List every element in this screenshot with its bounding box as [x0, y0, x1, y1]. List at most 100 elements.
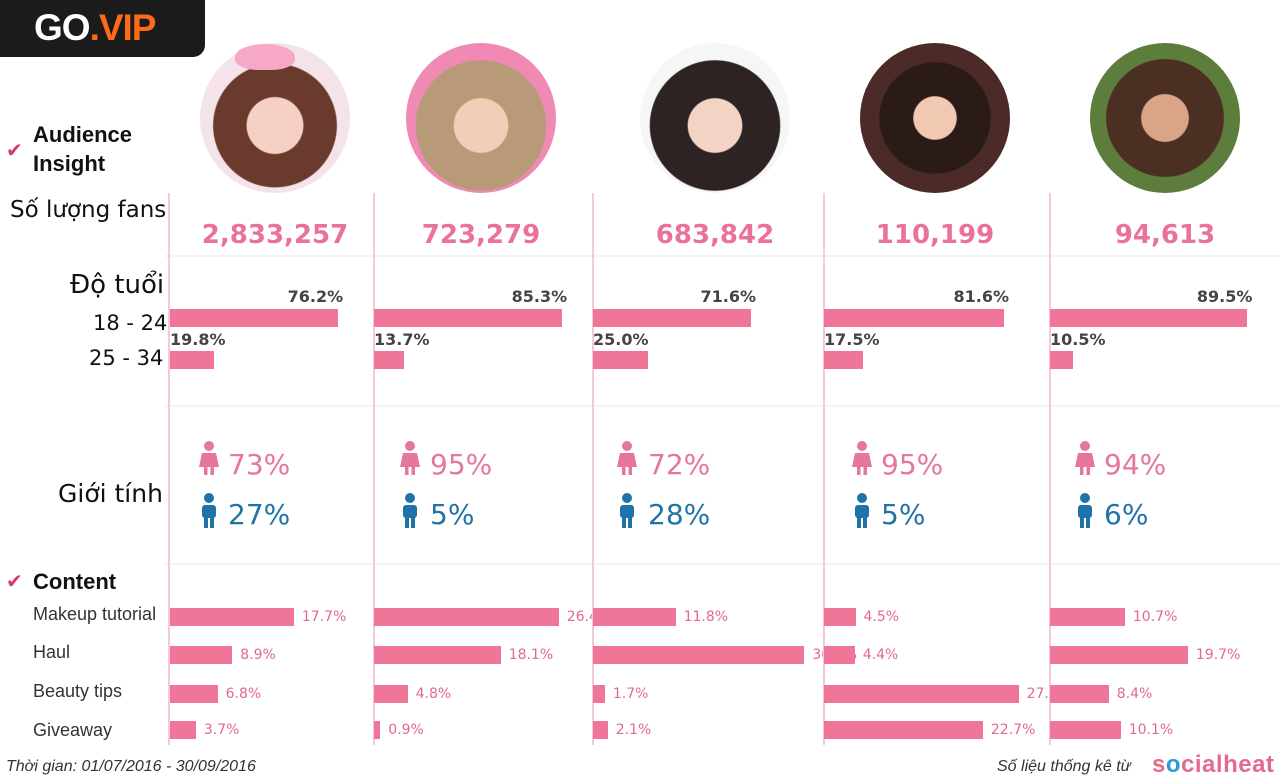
age-value: 10.5% — [1050, 330, 1106, 349]
female-percent: 73% — [228, 448, 291, 481]
content-bar — [1050, 721, 1121, 739]
male-percent: 27% — [228, 498, 291, 531]
row-divider — [165, 255, 1280, 257]
age-bar — [374, 309, 562, 327]
column-divider — [823, 193, 825, 745]
age-value: 17.5% — [824, 330, 880, 349]
period-text: Thời gian: 01/07/2016 - 30/09/2016 — [6, 758, 256, 775]
source-text: Số liệu thống kê từ — [997, 758, 1131, 775]
male-icon — [850, 492, 874, 534]
row-divider — [165, 405, 1280, 407]
age-group-25-34: 25 - 34 — [89, 346, 164, 370]
content-bar — [824, 646, 855, 664]
content-value: 17.7% — [301, 609, 347, 625]
content-value: 2.1% — [615, 722, 652, 738]
column-divider — [1049, 193, 1051, 745]
bow-decoration — [235, 44, 295, 70]
fans-count: 683,842 — [655, 220, 775, 250]
content-bar — [374, 721, 381, 739]
age-value: 76.2% — [287, 287, 344, 306]
age-value: 81.6% — [953, 287, 1010, 306]
age-bar — [824, 309, 1004, 327]
logo-banner — [0, 0, 205, 57]
content-bar — [1050, 608, 1125, 626]
female-percent: 72% — [648, 448, 711, 481]
content-bar — [593, 646, 805, 664]
fans-count: 723,279 — [421, 220, 541, 250]
influencer-avatar — [406, 43, 556, 193]
content-value: 8.9% — [240, 647, 276, 663]
male-icon — [197, 492, 221, 534]
age-value: 25.0% — [593, 330, 649, 349]
fans-label: Số lượng fans — [10, 197, 167, 223]
row-divider — [165, 563, 1280, 565]
age-bar — [170, 351, 214, 369]
column-divider — [168, 193, 170, 745]
content-value: 10.1% — [1128, 722, 1174, 738]
content-value: 4.5% — [863, 609, 900, 625]
content-label-beauty-tips: Beauty tips — [33, 681, 123, 701]
male-percent: 5% — [881, 498, 926, 531]
influencer-avatar — [1090, 43, 1240, 193]
male-icon — [615, 492, 639, 534]
check-icon: ✔ — [6, 138, 23, 162]
content-label-haul: Haul — [33, 642, 71, 662]
content-bar — [824, 721, 983, 739]
content-bar — [593, 608, 676, 626]
column-divider — [592, 193, 594, 745]
fans-count: 94,613 — [1114, 220, 1216, 250]
age-bar — [374, 351, 405, 369]
content-label-giveaway: Giveaway — [33, 720, 113, 740]
male-percent: 28% — [648, 498, 711, 531]
female-icon — [850, 440, 874, 482]
female-icon — [1073, 440, 1097, 482]
column-divider — [373, 193, 375, 745]
age-value: 89.5% — [1196, 287, 1253, 306]
female-icon — [615, 440, 639, 482]
age-value: 19.8% — [170, 330, 226, 349]
male-percent: 6% — [1104, 498, 1149, 531]
content-value: 18.1% — [508, 647, 554, 663]
logo: GO.VIP — [34, 7, 156, 48]
check-icon: ✔ — [6, 569, 23, 593]
content-bar — [170, 721, 196, 739]
content-bar — [374, 646, 501, 664]
content-bar — [374, 685, 408, 703]
female-percent: 95% — [430, 448, 493, 481]
female-percent: 95% — [881, 448, 944, 481]
male-icon — [398, 492, 422, 534]
content-value: 11.8% — [683, 609, 729, 625]
gender-label: Giới tính — [58, 479, 163, 508]
female-icon — [398, 440, 422, 482]
content-value: 22.7% — [990, 722, 1036, 738]
age-value: 13.7% — [374, 330, 430, 349]
fans-count: 2,833,257 — [201, 220, 349, 250]
content-bar — [593, 685, 605, 703]
content-value: 19.7% — [1195, 647, 1241, 663]
content-bar — [824, 685, 1019, 703]
content-value: 4.4% — [862, 647, 899, 663]
content-label-makeup: Makeup tutorial — [33, 604, 157, 624]
content-value: 1.7% — [612, 686, 649, 702]
content-value: 3.7% — [203, 722, 240, 738]
content-bar — [374, 608, 559, 626]
content-bar — [824, 608, 856, 626]
influencer-avatar — [860, 43, 1010, 193]
age-value: 85.3% — [511, 287, 568, 306]
content-value: 4.8% — [415, 686, 452, 702]
age-bar — [593, 351, 648, 369]
content-value: 8.4% — [1116, 686, 1153, 702]
female-percent: 94% — [1104, 448, 1167, 481]
age-bar — [1050, 351, 1074, 369]
male-percent: 5% — [430, 498, 475, 531]
influencer-avatar — [640, 43, 790, 193]
age-bar — [824, 351, 863, 369]
content-value: 10.7% — [1132, 609, 1178, 625]
content-bar — [593, 721, 608, 739]
age-bar — [170, 309, 338, 327]
content-bar — [170, 608, 294, 626]
content-value: 6.8% — [225, 686, 262, 702]
content-bar — [1050, 646, 1188, 664]
content-value: 0.9% — [388, 722, 424, 738]
socialheat-logo: socialheat — [1152, 751, 1275, 778]
